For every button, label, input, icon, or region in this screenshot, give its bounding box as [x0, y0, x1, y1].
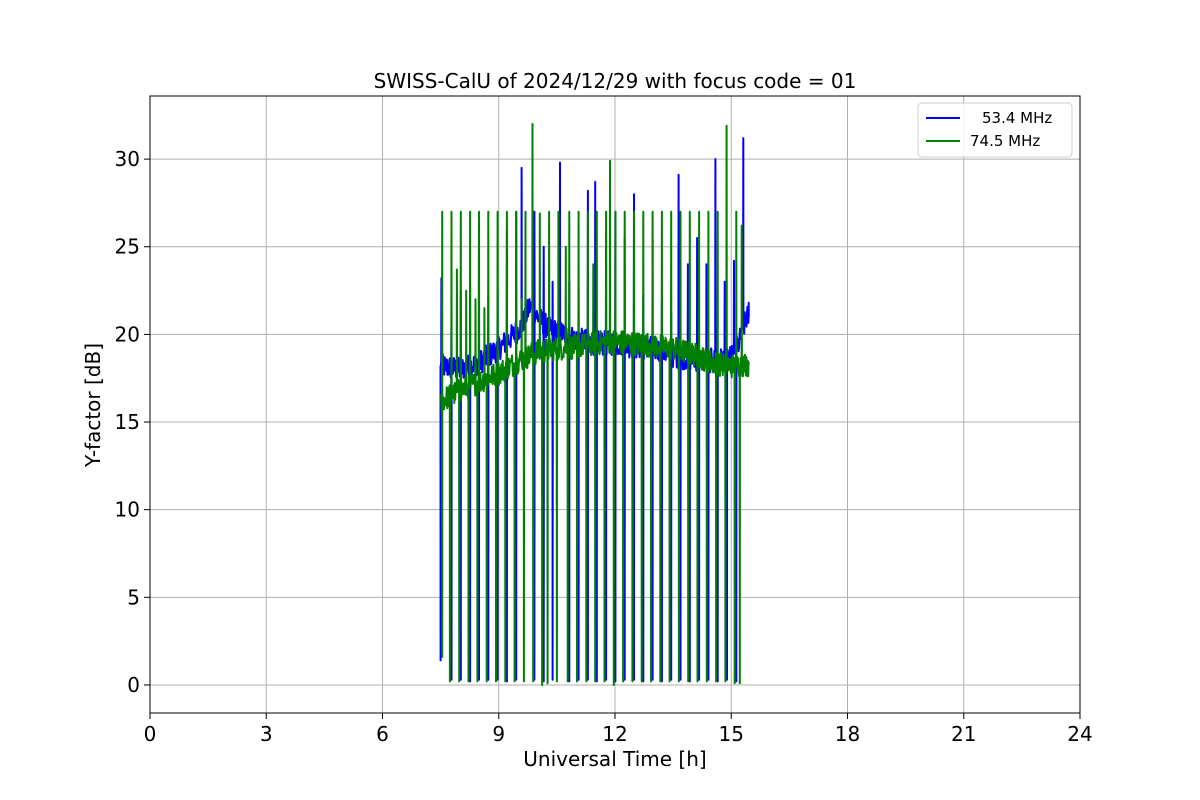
legend-label-series-1: 53.4 MHz	[982, 109, 1052, 127]
x-tick-label: 9	[492, 722, 505, 746]
x-tick-label: 21	[951, 722, 976, 746]
y-tick-label: 5	[127, 585, 140, 609]
chart-title: SWISS-CalU of 2024/12/29 with focus code…	[374, 69, 857, 93]
y-tick-label: 25	[115, 235, 140, 259]
y-axis-label: Y-factor [dB]	[81, 343, 105, 468]
y-tick-label: 15	[115, 410, 140, 434]
legend: 53.4 MHz 74.5 MHz	[917, 102, 1073, 158]
y-tick-label: 10	[115, 498, 140, 522]
legend-label-series-2: 74.5 MHz	[970, 132, 1040, 150]
series-line-2	[439, 123, 750, 686]
x-tick-label: 0	[144, 722, 157, 746]
x-tick-label: 12	[602, 722, 627, 746]
x-axis: 0 3 6 9 12 15 18 21 24	[144, 713, 1093, 746]
x-axis-label: Universal Time [h]	[523, 747, 706, 771]
y-tick-label: 0	[127, 673, 140, 697]
y-tick-label: 30	[115, 147, 140, 171]
y-axis: 0 5 10 15 20 25 30	[115, 147, 150, 697]
x-tick-label: 18	[835, 722, 860, 746]
legend-box	[917, 102, 1073, 158]
x-tick-label: 15	[719, 722, 744, 746]
plot-area	[439, 123, 750, 686]
x-tick-label: 24	[1067, 722, 1092, 746]
y-tick-label: 20	[115, 322, 140, 346]
x-tick-label: 3	[260, 722, 273, 746]
x-tick-label: 6	[376, 722, 389, 746]
